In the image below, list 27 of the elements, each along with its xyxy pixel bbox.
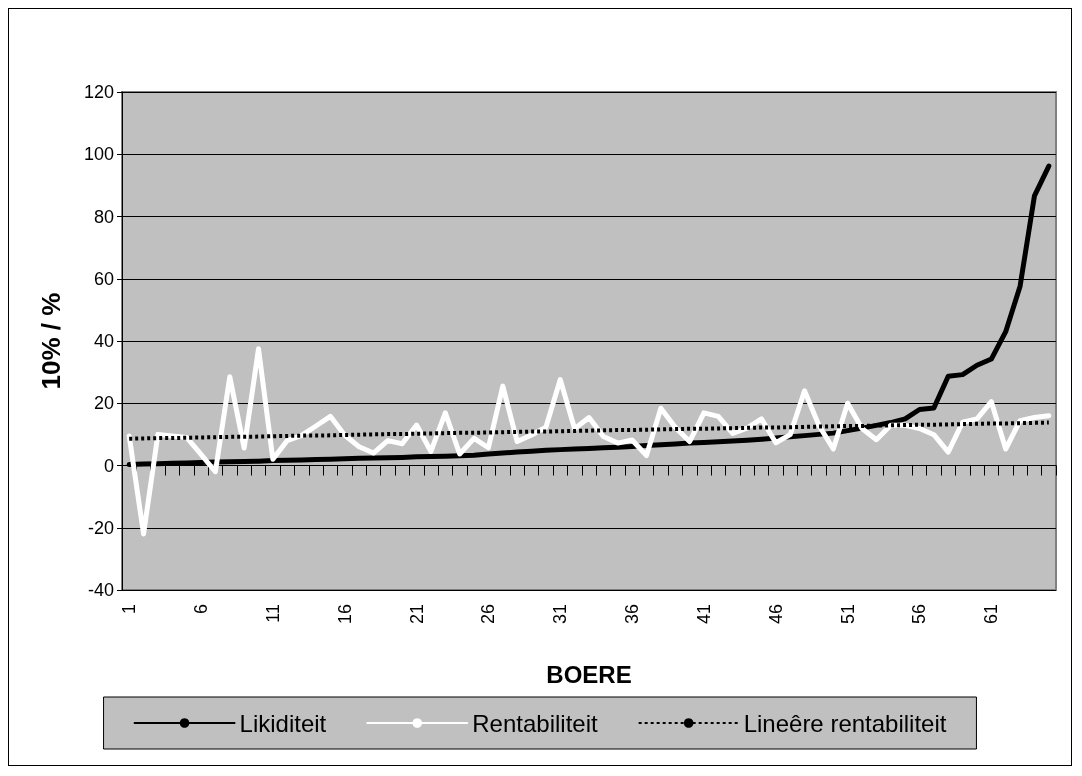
legend-label: Likiditeit — [239, 709, 327, 737]
x-tick-label: 56 — [909, 604, 930, 625]
x-tick-label: 41 — [693, 604, 714, 625]
y-tick-label: 80 — [93, 206, 114, 227]
y-tick-label: 60 — [93, 268, 114, 289]
x-tick-label: 51 — [837, 604, 858, 625]
x-tick-label: 26 — [478, 604, 499, 625]
legend-label: Rentabiliteit — [472, 709, 598, 737]
x-tick-label: 21 — [406, 604, 427, 625]
y-axis-title: 10% / % — [36, 292, 66, 390]
y-tick-label: 120 — [83, 82, 114, 102]
x-tick-label: 6 — [191, 604, 212, 615]
x-tick-label: 46 — [765, 604, 786, 625]
x-tick-label: 1 — [119, 604, 140, 615]
y-tick-label: 0 — [103, 455, 114, 476]
x-tick-label: 31 — [550, 604, 571, 625]
x-tick-label: 11 — [262, 604, 283, 623]
x-tick-label: 61 — [981, 604, 1002, 625]
y-tick-label: -40 — [87, 580, 114, 600]
x-tick-label: 16 — [334, 604, 355, 625]
y-tick-label: -20 — [87, 517, 114, 538]
y-tick-label: 20 — [93, 393, 114, 414]
x-tick-label: 36 — [622, 604, 643, 625]
x-axis-title: BOERE — [546, 660, 632, 688]
y-tick-label: 40 — [93, 331, 114, 351]
y-tick-label: 100 — [83, 144, 114, 165]
legend-label: Lineêre rentabiliteit — [743, 709, 947, 737]
